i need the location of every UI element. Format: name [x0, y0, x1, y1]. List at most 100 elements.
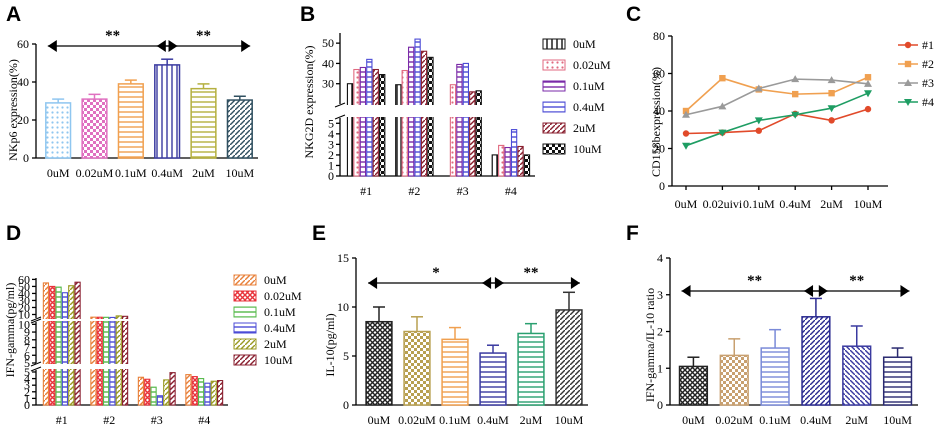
panel-d-bar-#2-0uM [90, 316, 97, 406]
panel-a-x-tick-label: 0uM [47, 166, 70, 180]
panel-d-bar-#2-0.02uM [96, 316, 103, 406]
panel-f-significance-arrow [900, 285, 910, 297]
panel-f-significance-stars: ** [849, 273, 864, 289]
panel-c-marker-#1 [682, 130, 690, 137]
panel-f-significance-stars: ** [747, 273, 762, 289]
panel-c-legend-marker-#4 [904, 99, 912, 106]
panel-a-x-tick-label: 2uM [192, 166, 215, 180]
panel-b-axis-break-mark [334, 102, 346, 108]
panel-f-bar-0.4uM [801, 316, 831, 406]
panel-d-y-tick-label: 0 [24, 398, 30, 412]
panel-a-bar-10uM [226, 99, 253, 159]
panel-b-legend-label: 2uM [573, 121, 596, 135]
panel-f-y-tick-label: 1 [657, 361, 663, 375]
panel-c-marker-#3 [827, 76, 836, 84]
panel-c-x-tick-label: 10uM [854, 197, 883, 211]
panel-c-legend-marker-#2 [904, 60, 912, 68]
panel-f-y-axis-title: IFN-gamma/IL-10 ratio [643, 288, 657, 402]
panel-c-marker-#3 [791, 75, 800, 83]
panel-d-y-tick-label: 10 [18, 307, 30, 321]
panel-d-x-tick-label: #1 [56, 413, 68, 427]
panel-d-bar-#1-2uM [68, 285, 75, 406]
panel-d-y-tick-label: 30 [18, 293, 30, 307]
panel-e-significance-stars: * [432, 265, 440, 281]
panel-e-significance-arrow [570, 277, 580, 289]
panel-f-x-tick-label: 10uM [883, 413, 912, 427]
panel-c-marker-#4 [864, 90, 872, 98]
panel-b-axis-break-mark [334, 114, 346, 120]
panel-d-axis-break-mark [30, 316, 42, 322]
panel-b-legend-swatch-2uM [542, 122, 566, 134]
panel-f-x-tick-label: 0.1uM [759, 413, 791, 427]
panel-b-bar-#4-10uM [523, 154, 531, 177]
panel-c-y-tick-label: 0 [659, 179, 665, 193]
panel-f-significance-arrow [681, 285, 691, 297]
panel-e-x-tick-label: 0.1uM [439, 413, 471, 427]
panel-c-marker-#4 [718, 129, 727, 137]
panel-e-x-tick-label: 0.02uM [398, 413, 436, 427]
panel-d-axis-break-mark [30, 318, 42, 324]
panel-d-legend-label: 0.4uM [264, 321, 296, 335]
panel-c-marker-#2 [792, 90, 799, 98]
panel-c-x-tick-label: 0.4uM [779, 197, 811, 211]
panel-f-y-tick-label: 0 [657, 398, 663, 412]
panel-d-bar-#4-0uM [185, 374, 192, 406]
panel-b-y-tick-label: 0 [328, 169, 334, 183]
panel-f-y-tick-label: 4 [657, 251, 663, 265]
panel-d-y-tick-label: 40 [18, 286, 30, 300]
panel-c-marker-#2 [719, 74, 726, 82]
panel-label-b: B [300, 3, 315, 26]
panel-c-line-#1 [685, 108, 869, 135]
panel-b-bar-#4-0uM [491, 154, 498, 177]
panel-a-x-tick-label: 10uM [225, 166, 254, 180]
panel-c-y-tick-label: 40 [653, 104, 665, 118]
panel-e-bar-0uM [365, 320, 393, 406]
panel-e-x-tick-label: 0.4uM [477, 413, 509, 427]
panel-b-y-axis-title: NKG2D expression(%) [302, 46, 316, 159]
panel-b-legend-swatch-0uM [542, 38, 566, 50]
panel-b-legend-swatch-0.4uM [542, 101, 566, 113]
panel-c-line-#2 [685, 76, 869, 112]
panel-b-legend-swatch-10uM [542, 143, 566, 155]
panel-d-x-tick-label: #3 [151, 413, 163, 427]
panel-a-significance-arrow [156, 40, 166, 52]
panel-a-chart: 0 20 40 60 0uM 0.02uM 0.1uM 0.4uM 2uM 10uM ** ** [17, 28, 258, 180]
panel-e-significance-arrow [368, 277, 378, 289]
panel-a-significance-stars: ** [196, 28, 211, 44]
panel-b-y-tick-label: 40 [322, 56, 334, 70]
panel-c-legend-marker-#3 [904, 79, 912, 86]
panel-d-legend-label: 0uM [264, 273, 287, 287]
panel-b-bar-#1-0.4uM [366, 58, 373, 177]
panel-d-x-tick-label: #4 [198, 413, 210, 427]
panel-c-marker-#2 [828, 89, 835, 97]
panel-c-x-tick-label: 0uM [675, 197, 698, 211]
panel-a-bar-0.02uM [81, 98, 108, 159]
panel-a-y-tick-label: 0 [23, 151, 29, 165]
panel-c-marker-#1 [755, 127, 762, 134]
panel-e-bar-0.1uM [441, 338, 469, 406]
panel-c-marker-#4 [682, 142, 690, 150]
panel-c-x-tick-label: 2uM [820, 197, 843, 211]
panel-b-y-tick-label: 30 [322, 77, 334, 91]
panel-d-y-tick-label: 5 [24, 356, 30, 370]
panel-e-y-tick-label: 10 [337, 300, 349, 314]
panel-f-x-tick-label: 2uM [845, 413, 868, 427]
panel-c-marker-#2 [864, 74, 872, 81]
panel-d-y-tick-label: 60 [18, 272, 30, 286]
panel-d-legend-swatch-10uM [233, 354, 257, 366]
panel-b-y-tick-label: 4 [328, 127, 334, 141]
panel-b-bar-#1-0.1uM [359, 66, 367, 177]
panel-d-y-tick-label: 4 [24, 372, 30, 386]
panel-c-line-#4 [685, 92, 869, 147]
panel-d-y-axis-title: IFN-gamma(pg/ml) [3, 283, 17, 378]
panel-e-significance-stars: ** [524, 265, 539, 281]
panel-b-x-tick-label: #3 [457, 184, 469, 198]
panel-c-marker-#3 [718, 102, 727, 110]
panel-e-bar-2uM [517, 332, 545, 406]
panel-label-a: A [6, 3, 21, 26]
panel-b-bar-#2-0.02uM [401, 69, 408, 177]
panel-e-y-tick-label: 5 [343, 349, 349, 363]
panel-f-x-tick-label: 0.02uM [715, 413, 753, 427]
